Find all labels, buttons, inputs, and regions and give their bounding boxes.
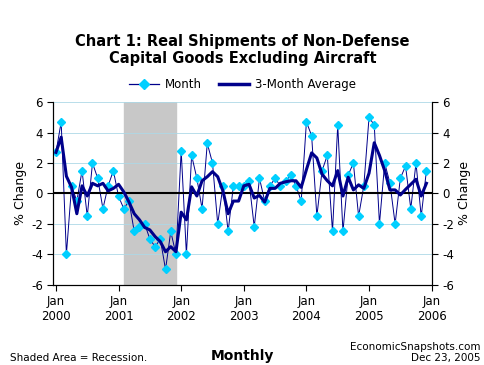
- 3-Month Average: [162, 250, 168, 254]
- Month: [365, 115, 371, 120]
- Bar: [123, 102, 176, 285]
- Month: [53, 150, 59, 155]
- Title: Chart 1: Real Shipments of Non-Defense
Capital Goods Excluding Aircraft: Chart 1: Real Shipments of Non-Defense C…: [75, 34, 409, 66]
- Text: Monthly: Monthly: [211, 349, 273, 363]
- Legend: Month, 3-Month Average: Month, 3-Month Average: [124, 73, 360, 96]
- Month: [162, 267, 168, 272]
- Line: Month: Month: [53, 114, 429, 273]
- Month: [402, 164, 408, 168]
- Month: [105, 184, 111, 188]
- 3-Month Average: [313, 156, 319, 160]
- Month: [423, 168, 428, 173]
- Text: Shaded Area = Recession.: Shaded Area = Recession.: [10, 353, 147, 363]
- Month: [266, 184, 272, 188]
- 3-Month Average: [110, 186, 116, 191]
- Text: EconomicSnapshots.com
Dec 23, 2005: EconomicSnapshots.com Dec 23, 2005: [349, 342, 479, 363]
- 3-Month Average: [402, 187, 408, 192]
- 3-Month Average: [58, 135, 64, 139]
- 3-Month Average: [53, 150, 59, 155]
- Month: [292, 184, 298, 188]
- 3-Month Average: [272, 186, 277, 191]
- Month: [308, 134, 314, 138]
- 3-Month Average: [423, 181, 428, 185]
- 3-Month Average: [188, 185, 194, 189]
- Y-axis label: % Change: % Change: [457, 161, 470, 226]
- Line: 3-Month Average: 3-Month Average: [56, 137, 425, 252]
- Month: [183, 252, 189, 257]
- 3-Month Average: [298, 185, 303, 189]
- Y-axis label: % Change: % Change: [14, 161, 27, 226]
